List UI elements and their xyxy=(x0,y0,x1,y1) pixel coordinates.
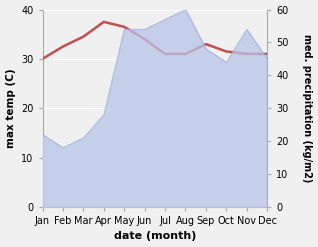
X-axis label: date (month): date (month) xyxy=(114,231,196,242)
Y-axis label: med. precipitation (kg/m2): med. precipitation (kg/m2) xyxy=(302,34,313,182)
Y-axis label: max temp (C): max temp (C) xyxy=(5,68,16,148)
